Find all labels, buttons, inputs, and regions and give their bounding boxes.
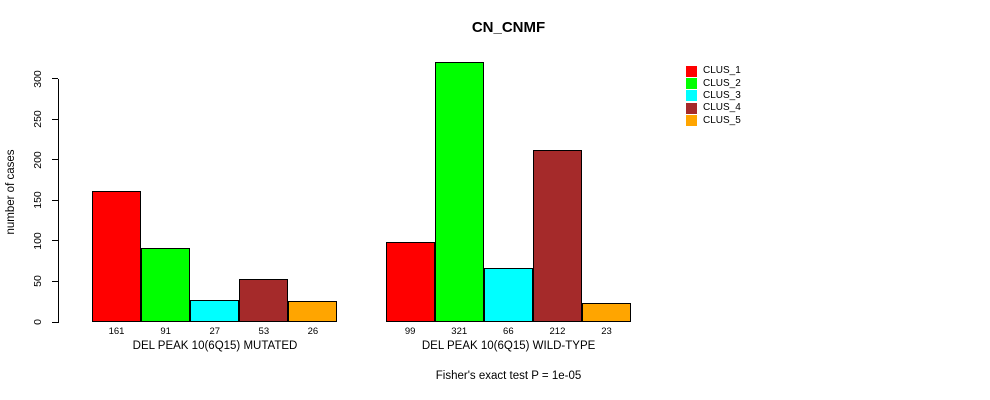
y-tick-label: 250: [32, 110, 44, 128]
y-tick-mark: [52, 240, 58, 242]
legend-swatch-icon: [686, 65, 697, 77]
legend-item-clus_5: CLUS_5: [686, 115, 741, 127]
legend-label: CLUS_3: [703, 89, 741, 101]
legend: CLUS_1 CLUS_2 CLUS_3 CLUS_4 CLUS_5: [686, 65, 741, 127]
bar-clus_3-group2: [483, 268, 533, 322]
legend-label: CLUS_2: [703, 77, 741, 89]
y-tick-mark: [52, 280, 58, 282]
y-tick-mark: [52, 199, 58, 201]
bar-clus_1-group2: [385, 241, 435, 322]
bar-count-label: 91: [160, 326, 171, 337]
y-tick-label: 50: [32, 275, 44, 288]
bar-count-label: 321: [451, 326, 468, 337]
y-tick-label: 0: [32, 319, 44, 325]
legend-item-clus_3: CLUS_3: [686, 90, 741, 102]
bar-count-label: 53: [258, 326, 270, 337]
bar-clus_1-group1: [92, 191, 142, 322]
y-tick-mark: [52, 321, 58, 323]
legend-swatch-icon: [686, 115, 697, 127]
legend-swatch-icon: [686, 102, 697, 114]
bar-clus_4-group2: [532, 149, 582, 322]
bar-clus_2-group1: [141, 248, 191, 322]
bar-count-label: 212: [549, 326, 566, 337]
bar-count-label: 26: [307, 326, 319, 337]
y-axis: [58, 78, 59, 323]
bar-count-label: 66: [503, 326, 514, 337]
chart-title: CN_CNMF: [471, 19, 546, 36]
y-tick-label: 100: [32, 232, 44, 250]
legend-item-clus_2: CLUS_2: [686, 77, 741, 90]
bar-clus_3-group1: [190, 300, 240, 322]
y-tick-mark: [52, 159, 58, 161]
legend-label: CLUS_4: [703, 102, 741, 114]
y-axis-label: number of cases: [5, 149, 17, 235]
y-tick-mark: [52, 78, 58, 80]
bar-clus_2-group2: [434, 61, 484, 322]
bar-count-label: 161: [108, 326, 125, 337]
x-group-label-mutated: DEL PEAK 10(6Q15) MUTATED: [132, 340, 298, 352]
bar-clus_4-group1: [239, 278, 289, 322]
legend-item-clus_1: CLUS_1: [686, 65, 741, 77]
bar-count-label: 23: [601, 326, 612, 337]
legend-item-clus_4: CLUS_4: [686, 102, 741, 114]
bar-count-label: 27: [209, 326, 221, 337]
legend-label: CLUS_5: [703, 114, 741, 126]
y-tick-label: 150: [32, 191, 44, 210]
fisher-test-footnote: Fisher's exact test P = 1e-05: [435, 370, 582, 382]
legend-swatch-icon: [686, 90, 697, 102]
legend-swatch-icon: [686, 78, 697, 90]
legend-label: CLUS_1: [703, 65, 741, 77]
bar-clus_5-group2: [582, 303, 632, 322]
y-tick-label: 300: [32, 69, 44, 88]
bar-clus_5-group1: [288, 300, 338, 322]
y-tick-label: 200: [32, 150, 44, 169]
bar-count-label: 99: [404, 326, 416, 337]
y-tick-mark: [52, 118, 58, 120]
x-group-label-wildtype: DEL PEAK 10(6Q15) WILD-TYPE: [421, 340, 596, 352]
